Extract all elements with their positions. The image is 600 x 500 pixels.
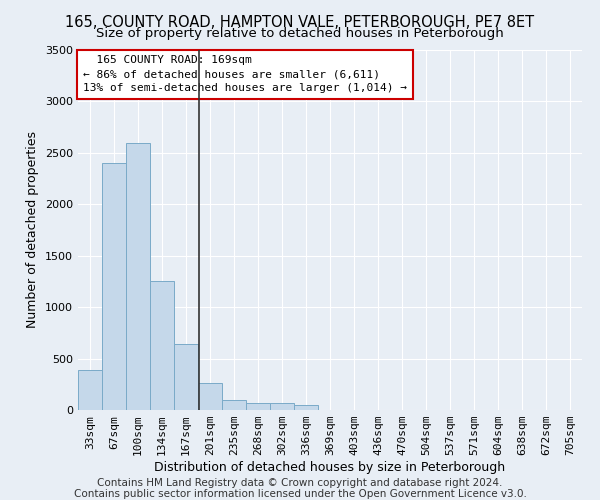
Bar [270, 404, 294, 410]
Text: Contains HM Land Registry data © Crown copyright and database right 2024.: Contains HM Land Registry data © Crown c… [97, 478, 503, 488]
Bar [150, 282, 174, 410]
Bar [78, 370, 102, 410]
Bar [222, 400, 246, 410]
X-axis label: Distribution of detached houses by size in Peterborough: Distribution of detached houses by size … [154, 461, 506, 474]
Bar [174, 344, 198, 410]
Text: 165, COUNTY ROAD, HAMPTON VALE, PETERBOROUGH, PE7 8ET: 165, COUNTY ROAD, HAMPTON VALE, PETERBOR… [65, 15, 535, 30]
Text: Contains public sector information licensed under the Open Government Licence v3: Contains public sector information licen… [74, 489, 526, 499]
Text: 165 COUNTY ROAD: 169sqm
← 86% of detached houses are smaller (6,611)
13% of semi: 165 COUNTY ROAD: 169sqm ← 86% of detache… [83, 56, 407, 94]
Text: Size of property relative to detached houses in Peterborough: Size of property relative to detached ho… [96, 28, 504, 40]
Bar [126, 142, 150, 410]
Y-axis label: Number of detached properties: Number of detached properties [26, 132, 40, 328]
Bar [246, 404, 270, 410]
Bar [294, 406, 318, 410]
Bar [102, 163, 126, 410]
Bar [198, 384, 222, 410]
